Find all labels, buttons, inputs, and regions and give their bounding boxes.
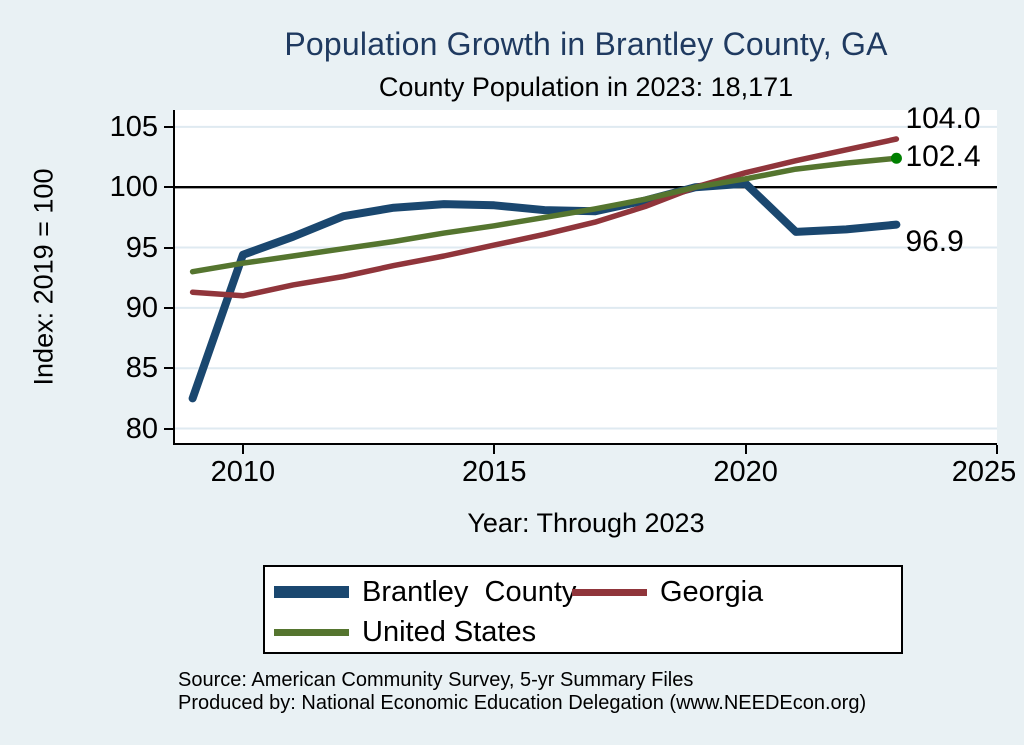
legend-swatch-brantley-county (274, 586, 349, 598)
end-label-united-states: 102.4 (905, 140, 981, 174)
y-axis-title: Index: 2019 = 100 (28, 168, 59, 386)
end-label-brantley-county: 96.9 (905, 224, 964, 258)
y-tick-label: 80 (125, 412, 158, 445)
chart-title: Population Growth in Brantley County, GA (284, 26, 888, 62)
x-tick-mark (241, 445, 244, 454)
end-marker-united-states (890, 152, 902, 164)
x-tick-mark (996, 445, 998, 454)
y-tick-label: 95 (125, 231, 158, 264)
legend-label-brantley-county: Brantley County (362, 575, 577, 608)
chart-subtitle: County Population in 2023: 18,171 (378, 72, 794, 102)
source-block: Source: American Community Survey, 5-yr … (178, 669, 866, 715)
y-tick-mark (164, 367, 173, 370)
plot-canvas (175, 125, 997, 430)
y-tick-mark (164, 186, 173, 189)
legend-swatch-united-states (274, 628, 349, 636)
x-tick-label: 2015 (461, 456, 527, 488)
series-line-georgia (189, 136, 900, 299)
legend-item-united-states: United States (274, 614, 536, 650)
legend-label-georgia: Georgia (660, 575, 764, 608)
legend-label-united-states: United States (362, 615, 537, 648)
y-axis-line (173, 110, 175, 445)
source-line-2: Produced by: National Economic Education… (178, 692, 867, 714)
x-tick-label: 2020 (713, 456, 778, 488)
y-tick-label: 100 (109, 171, 158, 204)
y-tick-label: 90 (125, 291, 158, 324)
y-tick-label: 105 (109, 110, 158, 143)
x-tick-label: 2025 (951, 456, 1017, 488)
x-axis-title: Year: Through 2023 (467, 508, 705, 538)
x-tick-label: 2010 (210, 456, 276, 488)
series-line-united-states (189, 155, 900, 275)
y-tick-mark (164, 427, 173, 430)
y-tick-mark (164, 246, 173, 249)
legend-swatch-georgia (572, 588, 647, 596)
legend: Brantley County Georgia United States (263, 565, 903, 654)
series-line-brantley-county (188, 179, 901, 403)
plot-area (175, 110, 997, 443)
x-axis-line (173, 443, 997, 445)
end-label-georgia: 104.0 (905, 101, 981, 135)
x-tick-mark (493, 445, 496, 454)
legend-item-brantley-county: Brantley County (274, 574, 576, 610)
source-line-1: Source: American Community Survey, 5-yr … (178, 669, 694, 691)
y-tick-mark (164, 125, 173, 128)
y-tick-label: 85 (125, 352, 158, 385)
y-tick-mark (164, 306, 173, 309)
x-tick-mark (744, 445, 747, 454)
legend-item-georgia: Georgia (572, 574, 763, 610)
